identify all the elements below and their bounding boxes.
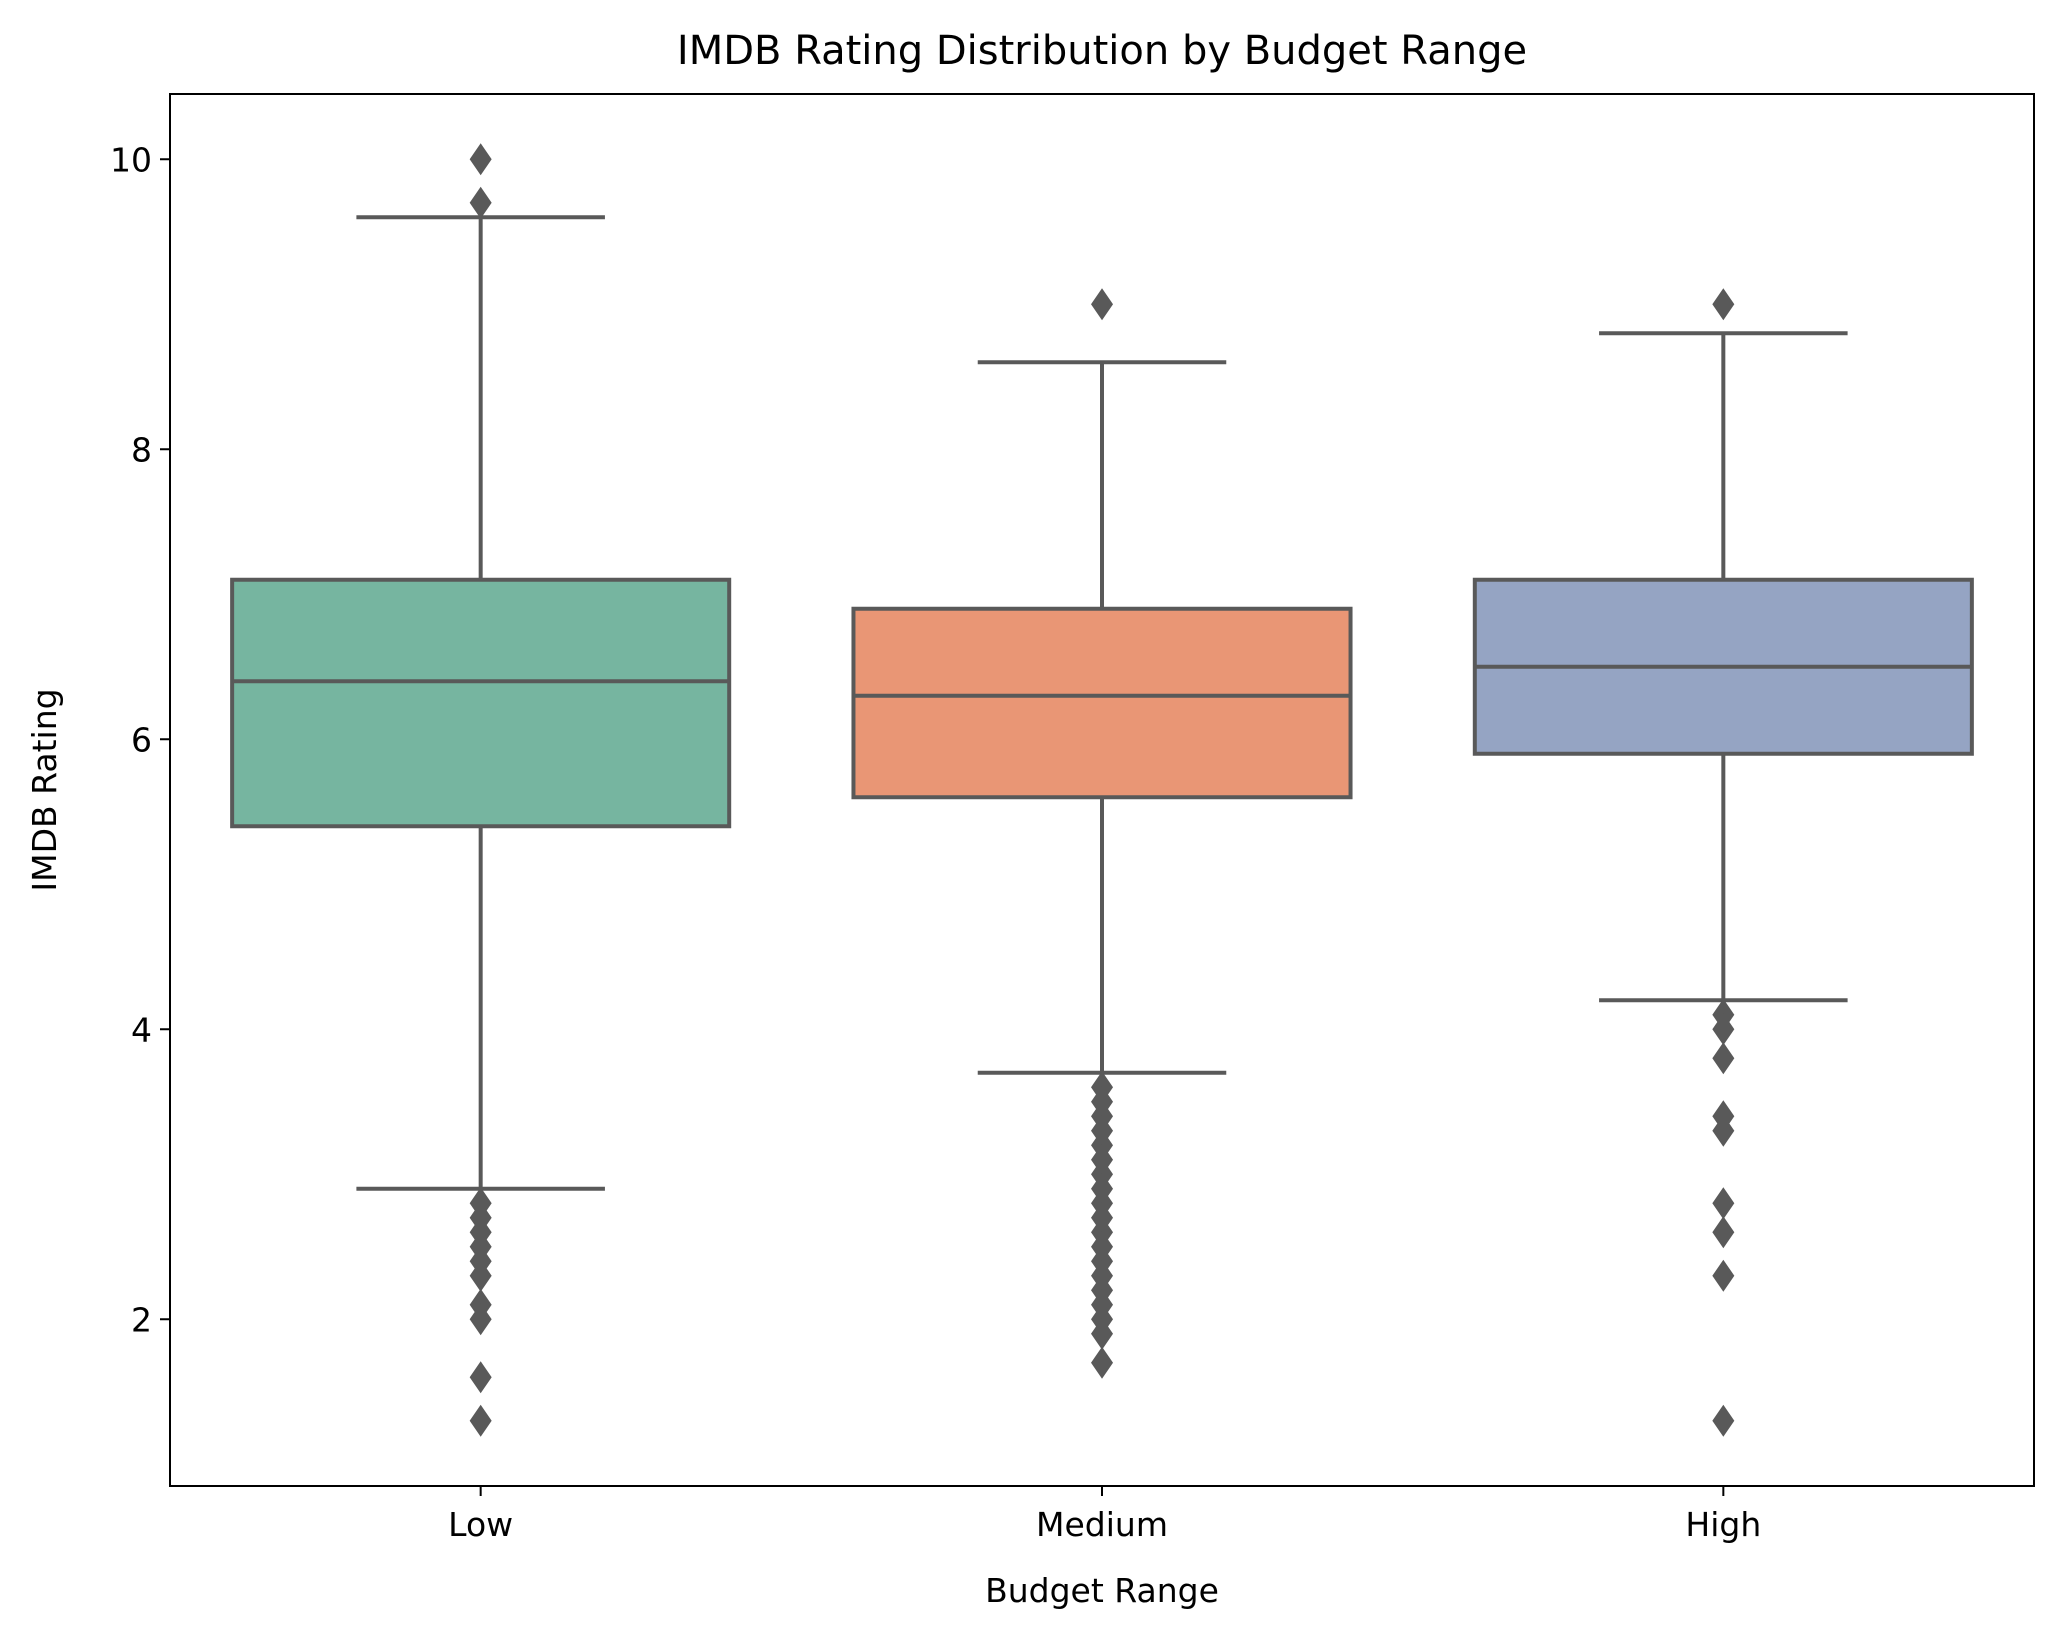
box-group-high xyxy=(1472,288,1974,1437)
outlier-point-medium xyxy=(1091,1346,1113,1379)
y-tick-label: 8 xyxy=(131,430,152,469)
outlier-point-high xyxy=(1712,1259,1735,1292)
outlier-point-high xyxy=(1712,1013,1735,1046)
outlier-point-high xyxy=(1712,1042,1735,1075)
plot-area xyxy=(230,143,1974,1437)
outlier-point-medium xyxy=(1091,1317,1113,1350)
x-tick-label: High xyxy=(1685,1505,1761,1544)
y-axis-label: IMDB Rating xyxy=(25,688,64,891)
y-tick-label: 4 xyxy=(131,1010,152,1049)
x-tick-label: Low xyxy=(448,1505,513,1544)
outlier-point-high xyxy=(1712,1404,1735,1437)
outlier-point-high xyxy=(1712,1216,1735,1249)
box-low xyxy=(230,577,732,829)
x-axis-label: Budget Range xyxy=(985,1571,1219,1610)
outlier-point-low xyxy=(469,186,492,219)
chart-title: IMDB Rating Distribution by Budget Range xyxy=(677,28,1527,74)
y-tick-label: 10 xyxy=(110,140,152,179)
outlier-point-medium xyxy=(1091,288,1113,321)
outlier-point-low xyxy=(469,1361,492,1394)
x-tick-label: Medium xyxy=(1036,1505,1168,1544)
y-tick-label: 2 xyxy=(131,1300,152,1339)
outlier-point-low xyxy=(469,1259,492,1292)
y-tick-label: 6 xyxy=(131,720,152,759)
box-group-medium xyxy=(851,288,1353,1379)
outlier-point-low xyxy=(469,143,492,176)
outlier-point-low xyxy=(469,1303,492,1336)
box-medium xyxy=(851,606,1353,800)
outlier-point-high xyxy=(1712,1187,1735,1220)
outlier-point-high xyxy=(1712,1114,1735,1147)
axes: 2 4 6 8 10 Low Medium High xyxy=(110,140,1761,1544)
outlier-point-high xyxy=(1712,288,1735,321)
box-group-low xyxy=(230,143,732,1437)
outlier-point-low xyxy=(469,1404,492,1437)
